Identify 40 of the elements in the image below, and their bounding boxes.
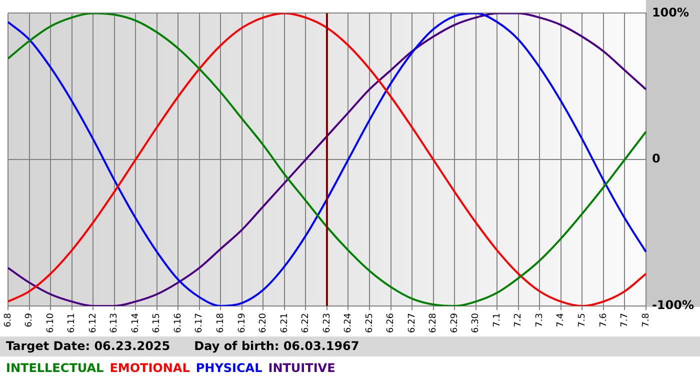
x-tick-label: 6.22 bbox=[301, 312, 312, 334]
x-tick-label: 6.17 bbox=[194, 312, 205, 334]
x-tick-label: 6.29 bbox=[450, 312, 460, 334]
y-tick-label: 0 bbox=[652, 152, 660, 166]
text: EMOTIONAL bbox=[110, 361, 190, 375]
text: INTELLECTUAL bbox=[6, 361, 104, 375]
x-tick-label: 6.15 bbox=[152, 312, 162, 334]
x-tick-label: 6.12 bbox=[88, 312, 98, 334]
x-tick-label: 7.8 bbox=[641, 312, 652, 328]
x-tick-label: 7.6 bbox=[598, 312, 609, 328]
x-tick-label: 6.10 bbox=[46, 312, 56, 334]
text: Day of birth: 06.03.1967 bbox=[194, 339, 360, 353]
x-tick-label: 6.19 bbox=[237, 312, 248, 334]
y-tick-label: 100% bbox=[652, 5, 690, 20]
y-tick-label: -100% bbox=[652, 298, 694, 312]
text: PHYSICAL bbox=[196, 361, 262, 375]
x-tick-label: 7.1 bbox=[492, 312, 502, 328]
x-tick-label: 6.26 bbox=[386, 312, 396, 334]
x-tick-label: 6.25 bbox=[364, 312, 375, 334]
x-tick-label: 6.8 bbox=[3, 312, 14, 328]
x-tick-label: 6.23 bbox=[322, 312, 332, 334]
x-tick-label: 6.30 bbox=[471, 312, 482, 334]
x-tick-label: 7.5 bbox=[577, 312, 588, 328]
x-tick-label: 6.27 bbox=[407, 312, 418, 334]
x-tick-label: 6.14 bbox=[130, 312, 141, 334]
x-tick-label: 7.3 bbox=[534, 312, 545, 328]
x-tick-label: 6.11 bbox=[67, 312, 78, 334]
x-tick-label: 6.9 bbox=[24, 312, 35, 328]
x-tick-label: 6.28 bbox=[428, 312, 439, 334]
text: INTUITIVE bbox=[268, 361, 336, 375]
x-tick-label: 6.21 bbox=[280, 312, 290, 334]
x-tick-label: 6.16 bbox=[173, 312, 184, 334]
x-tick-label: 7.7 bbox=[620, 312, 630, 328]
x-tick-label: 6.13 bbox=[110, 312, 120, 334]
x-tick-label: 6.20 bbox=[258, 312, 269, 334]
x-tick-label: 7.4 bbox=[556, 312, 566, 328]
x-tick-label: 7.2 bbox=[514, 312, 524, 328]
x-tick-label: 6.24 bbox=[344, 312, 354, 334]
x-tick-label: 6.18 bbox=[216, 312, 226, 334]
text: Target Date: 06.23.2025 bbox=[6, 339, 170, 353]
